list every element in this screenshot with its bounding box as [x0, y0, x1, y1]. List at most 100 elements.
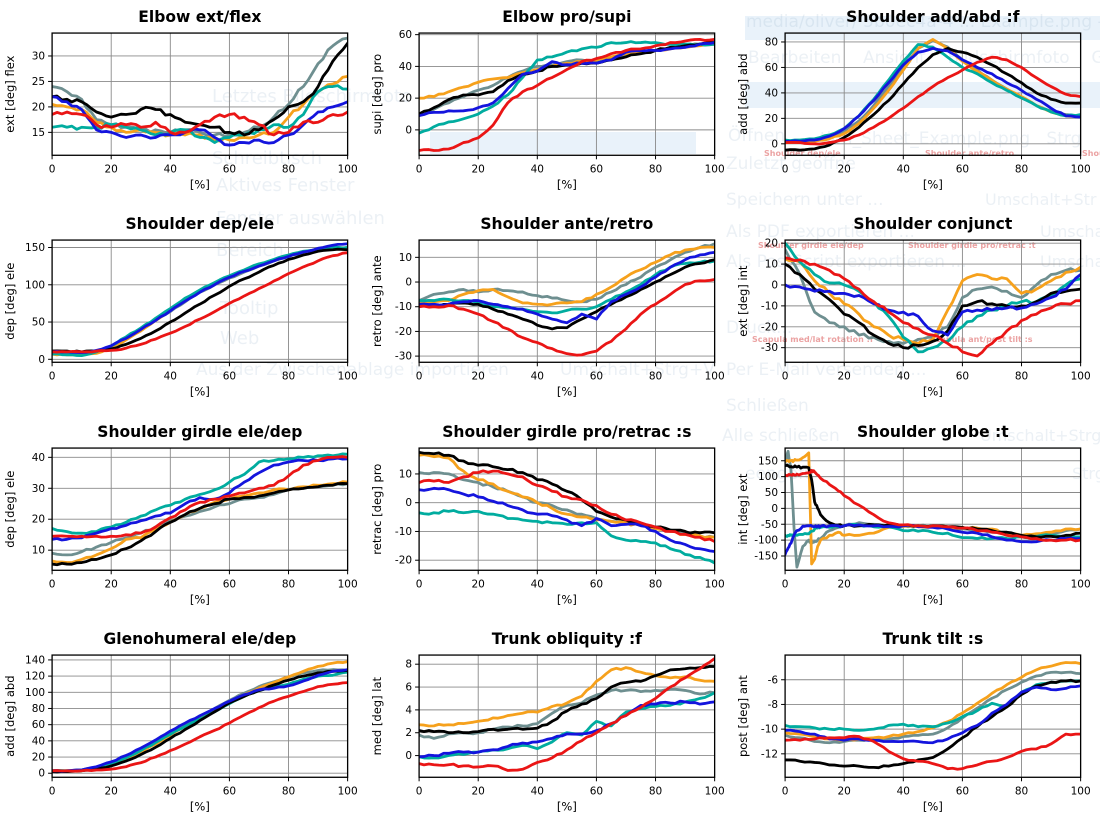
x-tick-label: 80: [648, 371, 661, 383]
series-gray: [52, 36, 348, 138]
ghost-text: Schreibtisch: [212, 148, 322, 169]
x-axis-label: [%]: [190, 385, 210, 399]
y-tick-label: 25: [32, 76, 45, 88]
x-tick-label: 20: [105, 785, 118, 797]
chart-shoulder-globe-t: 0 20 40 60 80 100 -150 -100 -50 0 50 100 150 Shoulder…: [733, 415, 1100, 622]
ghost-text-small: Shoulder dep/ele: [764, 149, 841, 158]
chart-canvas-shoulder-girdle-ele-dep: 0 20 40 60 80 100 10 20 30 40 Shoulder girdle ele/…: [3, 423, 358, 606]
ghost-text: Umschalt+Strg: [980, 426, 1100, 445]
x-tick-label: 80: [282, 785, 295, 797]
chart-title: Elbow pro/supi: [502, 8, 631, 26]
ghost-text-small: Shoulder ante/retro: [925, 149, 1015, 158]
y-tick-label: 60: [32, 719, 45, 731]
y-tick-label: 2: [405, 727, 412, 739]
x-tick-label: 80: [282, 163, 295, 175]
x-tick-label: 40: [164, 163, 177, 175]
chart-title: Shoulder add/abd :f: [847, 8, 1021, 26]
x-tick-label: 60: [223, 785, 236, 797]
series-red: [418, 657, 715, 772]
chart-canvas-trunk-obliquity-f: 0 20 40 60 80 100 0 2 4 6 8 Trunk obliquity :f [%] me…: [370, 630, 725, 813]
series-orange: [52, 246, 348, 357]
y-tick-label: 100: [25, 280, 45, 292]
series-blue: [52, 95, 348, 147]
x-tick-label: 80: [648, 578, 661, 590]
x-tick-label: 0: [49, 785, 56, 797]
y-tick-label: 20: [765, 238, 778, 250]
x-tick-label: 0: [782, 785, 789, 797]
series-blue: [52, 242, 348, 355]
x-tick-label: 60: [956, 371, 969, 383]
y-tick-label: 120: [25, 671, 45, 683]
y-tick-label: -20: [395, 326, 412, 338]
x-tick-label: 80: [648, 163, 661, 175]
y-tick-label: 80: [32, 703, 45, 715]
series-red: [52, 454, 348, 539]
chart-shoulder-conjunct: 0 20 40 60 80 100 -30 -20 -10 0 10 20 Shoulder conju…: [733, 207, 1100, 414]
ghost-text: Umschalt+Str: [985, 190, 1097, 209]
ghost-text: Druck...: [726, 318, 793, 338]
x-tick-label: 40: [897, 371, 910, 383]
x-axis-label: [%]: [190, 177, 210, 191]
y-tick-label: -20: [761, 322, 778, 334]
x-tick-label: 40: [530, 578, 543, 590]
ghost-text-small: Shoulder girdle pro/retrac :t: [908, 241, 1036, 250]
y-tick-label: 0: [405, 124, 412, 136]
x-tick-label: 40: [897, 785, 910, 797]
ghost-text: Fenster auswählen: [216, 208, 385, 229]
x-tick-label: 40: [897, 578, 910, 590]
y-tick-label: 150: [25, 242, 45, 254]
chart-trunk-tilt-s: 0 20 40 60 80 100 -12 -10 -8 -6 Trunk tilt :s [%] po…: [733, 622, 1100, 829]
chart-canvas-elbow-pro-supi: 0 20 40 60 80 100 0 20 40 60 Elbow pro/supi [%] supi…: [370, 8, 725, 191]
x-tick-label: 100: [1071, 371, 1091, 383]
y-axis-label: add [deg] abd: [736, 53, 750, 134]
series-black: [52, 669, 348, 774]
x-tick-label: 0: [415, 785, 422, 797]
x-tick-label: 0: [49, 163, 56, 175]
x-tick-label: 100: [338, 371, 358, 383]
x-axis-label: [%]: [557, 177, 577, 191]
y-tick-label: 0: [772, 280, 779, 292]
ghost-text: eengefü: [745, 464, 815, 484]
x-tick-label: 100: [1071, 578, 1091, 590]
series-blue: [785, 522, 1081, 556]
chart-title: Shoulder conjunct: [854, 215, 1013, 233]
y-tick-label: 80: [765, 36, 778, 48]
x-axis-label: [%]: [923, 799, 943, 813]
y-axis-label: ext [deg] flex: [3, 55, 17, 132]
series-black: [418, 258, 715, 331]
y-axis-label: add [deg] abd: [3, 676, 17, 757]
series-black: [785, 678, 1081, 770]
y-tick-label: 0: [772, 138, 779, 150]
y-tick-label: 10: [398, 252, 411, 264]
ghost-text: tion_Sheet_Example.png Strg: [820, 129, 1082, 149]
series-gray: [785, 670, 1081, 745]
ghost-text: Zuletzt geöffne: [726, 154, 856, 174]
x-tick-label: 80: [1015, 785, 1028, 797]
series-black: [52, 248, 348, 354]
x-tick-label: 20: [838, 371, 851, 383]
x-tick-label: 40: [164, 785, 177, 797]
y-tick-label: 40: [32, 735, 45, 747]
x-axis-label: [%]: [557, 799, 577, 813]
y-tick-label: 40: [398, 61, 411, 73]
ghost-text: Speichern unter ...: [726, 190, 884, 210]
y-tick-label: 50: [765, 487, 778, 499]
ghost-text: Per E-Mail versenden ...: [726, 360, 927, 380]
x-tick-label: 100: [704, 163, 724, 175]
x-tick-label: 60: [956, 785, 969, 797]
series-red: [785, 468, 1081, 543]
x-axis-label: [%]: [557, 592, 577, 606]
y-axis-label: int [deg] ext: [736, 473, 750, 545]
y-tick-label: -10: [761, 301, 778, 313]
y-axis-label: post [deg] ant: [736, 675, 750, 757]
x-tick-label: 80: [1015, 371, 1028, 383]
ghost-text: Alle schließen: [722, 426, 840, 446]
chart-trunk-obliquity-f: 0 20 40 60 80 100 0 2 4 6 8 Trunk obliquity :f [%] me…: [367, 622, 734, 829]
y-tick-label: -10: [395, 302, 412, 314]
x-tick-label: 20: [105, 371, 118, 383]
y-tick-label: -50: [761, 519, 778, 531]
series-blue: [418, 699, 715, 759]
y-tick-label: 0: [405, 497, 412, 509]
series-orange: [785, 257, 1081, 346]
